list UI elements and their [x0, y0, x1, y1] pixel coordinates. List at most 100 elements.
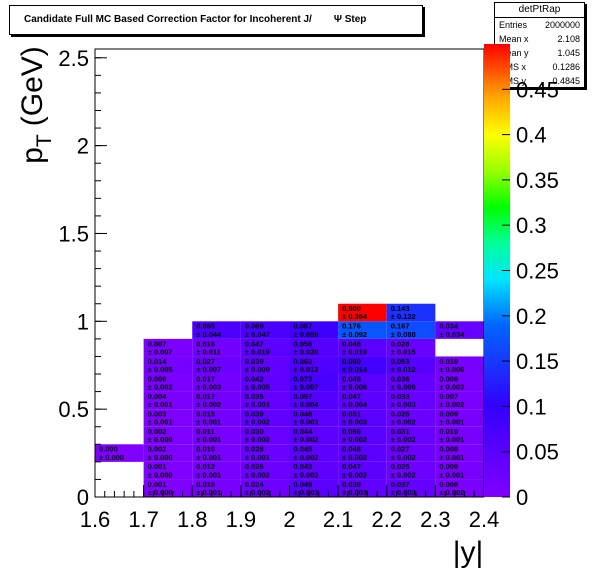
- cell-error-label: ± 0.002: [294, 435, 319, 444]
- cell-value-label: 0.045: [294, 445, 313, 454]
- cell-error-label: ± 0.002: [148, 382, 173, 391]
- stats-row-entries: Entries 2000000: [495, 18, 584, 32]
- cell-value-label: 0.008: [439, 374, 458, 383]
- heatmap-cell: [289, 426, 339, 445]
- cell-value-label: 0.004: [148, 392, 168, 401]
- cell-value-label: 0.167: [391, 322, 410, 331]
- heatmap-cell: [143, 409, 193, 427]
- stats-value: 0.1286: [552, 62, 580, 72]
- x-tick-label: 1.6: [80, 507, 111, 532]
- heatmap-cell: [192, 444, 241, 462]
- cell-error-label: ± 0.007: [196, 365, 221, 374]
- y-tick-label: 1.5: [58, 221, 89, 246]
- cell-value-label: 0.028: [245, 445, 264, 454]
- heatmap-cell: [435, 444, 484, 462]
- heatmap-cell: [435, 391, 484, 410]
- cell-error-label: ± 0.006: [342, 382, 367, 391]
- heatmap-cell: [240, 461, 290, 480]
- cell-error-label: ± 0.001: [439, 435, 464, 444]
- chart-title-suffix: Step: [344, 14, 367, 25]
- x-axis-title: |y|: [453, 536, 484, 569]
- cell-error-label: ± 0.015: [391, 347, 416, 356]
- cell-value-label: 0.024: [245, 480, 265, 489]
- stats-label: Mean x: [499, 34, 529, 44]
- cell-value-label: 0.010: [196, 445, 215, 454]
- cell-error-label: ± 0.001: [148, 400, 173, 409]
- cell-error-label: ± 0.002: [439, 400, 464, 409]
- cell-error-label: ± 0.005: [245, 382, 270, 391]
- heatmap-cell: [240, 356, 290, 375]
- cell-error-label: ± 0.001: [196, 488, 221, 497]
- stats-row-mean-x: Mean x 2.108: [495, 32, 584, 46]
- heatmap-cell: [338, 444, 387, 462]
- cell-error-label: ± 0.002: [245, 488, 270, 497]
- cell-value-label: 0.043: [294, 462, 313, 471]
- cell-value-label: 0.009: [439, 410, 458, 419]
- z-tick-label: 0: [516, 485, 528, 510]
- stats-value: 2.108: [557, 34, 580, 44]
- cell-value-label: 0.065: [196, 322, 215, 331]
- heatmap-cell: [338, 461, 387, 480]
- z-tick-label: 0.15: [516, 349, 559, 374]
- cell-value-label: 0.069: [245, 322, 264, 331]
- cell-error-label: ± 0.002: [391, 470, 416, 479]
- cell-error-label: ± 0.034: [439, 330, 465, 339]
- cell-error-label: ± 0.003: [245, 400, 270, 409]
- heatmap-cell: [289, 321, 339, 339]
- heatmap-cell: [435, 461, 484, 480]
- cell-error-label: ± 0.005: [148, 365, 173, 374]
- heatmap-cell: [240, 479, 290, 497]
- heatmap-cell: [338, 321, 387, 339]
- cell-value-label: 0.028: [391, 339, 410, 348]
- cell-error-label: ± 0.012: [294, 365, 319, 374]
- cell-error-label: ± 0.000: [99, 453, 124, 462]
- cell-value-label: 0.080: [342, 357, 361, 366]
- heatmap-cell: [435, 321, 484, 339]
- cell-value-label: 0.053: [391, 357, 410, 366]
- heatmap-cell: [386, 321, 436, 339]
- heatmap-cell: [240, 391, 290, 410]
- cell-value-label: 0.001: [148, 462, 167, 471]
- cell-error-label: ± 0.001: [196, 470, 221, 479]
- heatmap-cells: [95, 303, 484, 497]
- cell-error-label: ± 0.002: [294, 470, 319, 479]
- cell-value-label: 0.049: [294, 480, 313, 489]
- cell-error-label: ± 0.132: [391, 312, 416, 321]
- cell-value-label: 0.027: [196, 357, 215, 366]
- cell-value-label: 0.048: [342, 374, 361, 383]
- heatmap-cell: [192, 374, 241, 392]
- cell-value-label: 0.010: [439, 427, 458, 436]
- stats-label: Mean y: [499, 48, 529, 58]
- cell-value-label: 0.002: [148, 427, 167, 436]
- z-tick-label: 0.1: [516, 394, 547, 419]
- cell-error-label: ± 0.002: [391, 418, 416, 427]
- heatmap-cell: [192, 321, 241, 339]
- heatmap-cell: [289, 409, 339, 427]
- heatmap-cell: [289, 338, 339, 357]
- heatmap-cell: [338, 338, 387, 357]
- cell-error-label: ± 0.354: [342, 312, 368, 321]
- cell-error-label: ± 0.003: [439, 382, 464, 391]
- cell-value-label: 0.033: [391, 392, 410, 401]
- stats-row-rms-y: RMS y 0.4845: [495, 74, 584, 88]
- cell-error-label: ± 0.006: [439, 365, 464, 374]
- y-tick-label: 2: [77, 134, 89, 159]
- cell-value-label: 0.035: [245, 392, 264, 401]
- heatmap-cell: [435, 426, 484, 445]
- heatmap-cell: [143, 374, 193, 392]
- heatmap-cell: [386, 479, 436, 497]
- cell-error-label: ± 0.019: [245, 347, 270, 356]
- cell-error-label: ± 0.002: [245, 470, 270, 479]
- cell-error-label: ± 0.001: [148, 418, 173, 427]
- cell-error-label: ± 0.002: [342, 453, 367, 462]
- cell-error-label: ± 0.007: [294, 382, 319, 391]
- z-tick-label: 0.25: [516, 259, 559, 284]
- heatmap-cell: [289, 461, 339, 480]
- cell-error-label: ± 0.044: [196, 330, 222, 339]
- heatmap-cell: [289, 356, 339, 375]
- cell-value-label: 0.010: [196, 480, 215, 489]
- cell-error-label: ± 0.001: [196, 453, 221, 462]
- stats-row-mean-y: Mean y 1.045: [495, 46, 584, 60]
- stats-value: 0.4845: [552, 76, 580, 86]
